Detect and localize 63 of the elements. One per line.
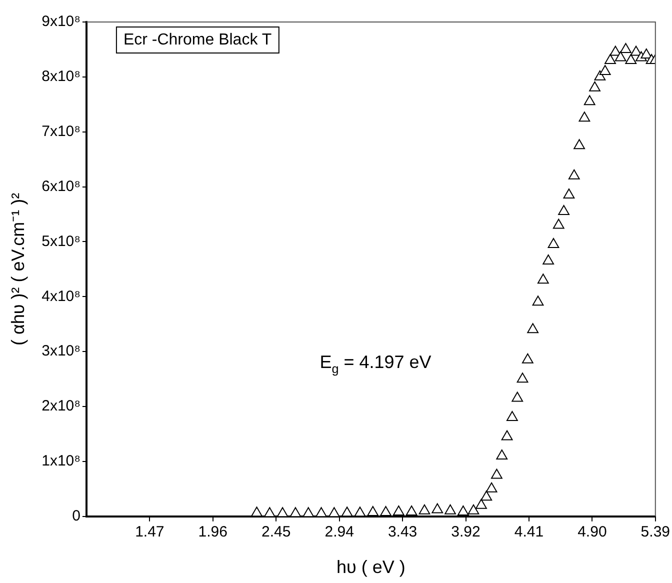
point — [589, 81, 600, 92]
point — [594, 70, 606, 80]
point — [380, 506, 392, 516]
x-tick-label: 4.41 — [514, 524, 544, 541]
y-tick-label: 7x10⁸ — [42, 123, 80, 140]
y-axis-title: ( αhυ )² ( eV.cm⁻¹ )² — [8, 192, 28, 346]
point — [491, 468, 502, 479]
point — [496, 449, 508, 460]
point — [341, 506, 353, 516]
text: Ecr -Chrome Black T — [123, 31, 272, 48]
point — [367, 506, 379, 516]
x-tick-label: 5.39 — [640, 524, 670, 541]
point — [354, 506, 366, 516]
point — [512, 392, 524, 402]
point — [614, 51, 626, 62]
x-tick-label: 3.92 — [451, 524, 480, 541]
x-tick-label: 1.47 — [135, 524, 164, 541]
x-tick-label: 2.45 — [262, 524, 291, 541]
point — [548, 238, 560, 248]
point — [625, 54, 637, 64]
x-tick-label: 4.90 — [578, 524, 607, 541]
y-tick-label: 9x10⁸ — [42, 13, 80, 30]
point — [406, 506, 418, 516]
point — [542, 254, 554, 264]
y-tick-label: 4x10⁸ — [42, 288, 80, 305]
point — [392, 506, 404, 516]
x-tick-label: 1.96 — [198, 524, 228, 541]
point — [584, 95, 596, 106]
y-tick-label: 8x10⁸ — [42, 68, 80, 86]
point — [522, 353, 534, 364]
point — [532, 296, 544, 306]
point — [432, 503, 444, 514]
point — [568, 169, 580, 180]
point — [506, 411, 518, 422]
point — [468, 504, 480, 514]
y-tick-label: 1x10⁸ — [42, 452, 80, 470]
y-tick-label: 6x10⁸ — [42, 178, 80, 195]
point — [527, 323, 539, 334]
y-tick-label: 3x10⁸ — [42, 342, 80, 360]
y-tick-label: 5x10⁸ — [42, 232, 80, 250]
x-tick-label: 2.94 — [324, 524, 354, 541]
point — [558, 205, 570, 216]
point — [418, 504, 430, 514]
point — [516, 372, 528, 383]
point — [537, 274, 549, 284]
point — [501, 430, 513, 440]
point — [574, 139, 585, 150]
point — [604, 54, 616, 64]
point — [480, 490, 492, 501]
x-tick-label: 3.43 — [388, 524, 418, 541]
point — [486, 482, 498, 492]
point — [457, 506, 469, 516]
point — [444, 504, 456, 514]
point — [476, 498, 487, 509]
point — [251, 506, 262, 516]
point — [552, 218, 564, 229]
point — [578, 112, 590, 122]
point — [563, 188, 575, 199]
y-tick-label: 2x10⁸ — [42, 398, 80, 415]
point — [599, 64, 611, 75]
point — [620, 42, 632, 53]
y-tick-label: 0 — [72, 508, 80, 525]
x-axis-title: hυ ( eV ) — [336, 557, 406, 578]
